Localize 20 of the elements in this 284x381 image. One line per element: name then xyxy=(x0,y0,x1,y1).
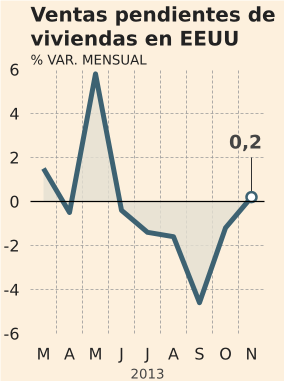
x-tick-label: S xyxy=(194,344,205,364)
y-tick-label: -6 xyxy=(4,324,20,344)
annotation: 0,2 xyxy=(228,132,262,154)
chart-title: Ventas pendientes de viviendas en EEUU xyxy=(30,2,276,50)
x-tick-label: M xyxy=(36,344,50,364)
x-tick-label: O xyxy=(219,344,232,364)
x-tick-label: M xyxy=(88,344,102,364)
y-axis-title: % VAR. MENSUAL xyxy=(30,54,148,68)
x-axis-title: 2013 xyxy=(130,368,164,381)
y-tick-label: -2 xyxy=(4,236,20,256)
x-tick-label: A xyxy=(168,344,180,364)
y-tick-label: 0 xyxy=(9,192,20,212)
x-tick-label: N xyxy=(246,344,258,364)
y-tick-label: 6 xyxy=(9,60,20,80)
y-tick-label: 2 xyxy=(9,148,20,168)
x-tick-label: J xyxy=(144,344,150,364)
y-tick-label: 4 xyxy=(9,104,20,124)
x-tick-label: A xyxy=(64,344,76,364)
y-tick-label: -4 xyxy=(4,280,20,300)
x-tick-label: J xyxy=(118,344,124,364)
